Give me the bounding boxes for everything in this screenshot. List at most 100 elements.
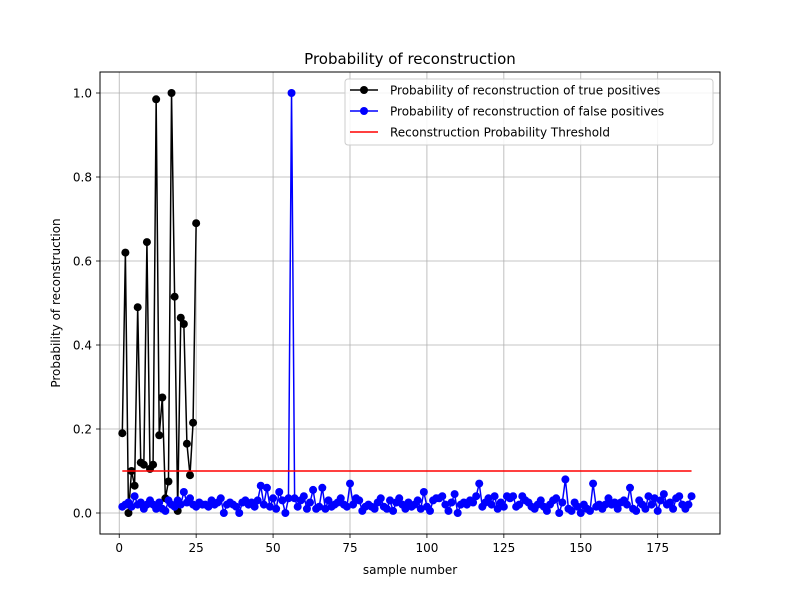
x-tick-label: 75 xyxy=(342,541,357,555)
y-axis-ticks: 0.0 0.2 0.4 0.6 0.8 1.0 xyxy=(73,87,100,521)
x-tick-label: 25 xyxy=(189,541,204,555)
data-point-1 xyxy=(509,492,518,501)
data-point-1 xyxy=(272,504,281,513)
data-point-1 xyxy=(576,509,585,517)
x-tick-label: 100 xyxy=(415,541,438,555)
x-tick-label: 150 xyxy=(569,541,592,555)
x-tick-label: 175 xyxy=(646,541,669,555)
data-point-1 xyxy=(349,500,358,509)
data-point-1 xyxy=(395,494,404,503)
data-point-1 xyxy=(666,498,674,507)
data-point-1 xyxy=(318,483,327,492)
data-point-1 xyxy=(650,494,659,503)
data-point-1 xyxy=(290,494,299,503)
data-point-1 xyxy=(542,506,551,515)
data-point-1 xyxy=(447,498,456,507)
data-point-1 xyxy=(315,502,324,511)
data-point-1 xyxy=(370,504,379,513)
data-point-1 xyxy=(376,494,385,503)
series-lines xyxy=(118,89,696,517)
data-point-1 xyxy=(536,496,545,505)
data-point-1 xyxy=(130,492,139,501)
data-point-1 xyxy=(136,498,145,507)
data-point-1 xyxy=(515,500,524,509)
data-point-0 xyxy=(139,460,148,469)
data-point-1 xyxy=(186,494,194,503)
data-point-1 xyxy=(342,502,351,511)
x-axis-label: sample number xyxy=(363,563,457,577)
data-point-1 xyxy=(355,496,364,505)
axes-frame xyxy=(99,71,721,535)
data-point-1 xyxy=(687,492,696,501)
data-point-1 xyxy=(176,500,185,509)
data-point-0 xyxy=(158,393,167,402)
data-point-1 xyxy=(287,89,296,97)
data-point-0 xyxy=(192,219,201,228)
data-point-0 xyxy=(130,481,139,490)
data-point-1 xyxy=(256,481,265,490)
y-tick-label: 1.0 xyxy=(73,87,92,101)
data-point-1 xyxy=(573,502,582,511)
data-point-1 xyxy=(426,506,434,515)
data-point-1 xyxy=(278,496,287,505)
data-point-1 xyxy=(613,504,622,513)
legend-label-false-positives: Probability of reconstruction of false p… xyxy=(390,105,664,119)
data-point-1 xyxy=(219,509,228,517)
data-point-1 xyxy=(170,502,179,511)
data-point-1 xyxy=(306,498,314,507)
data-point-1 xyxy=(622,500,631,509)
plot-area xyxy=(118,89,696,517)
data-point-1 xyxy=(346,479,354,488)
data-point-1 xyxy=(302,504,311,513)
data-point-1 xyxy=(293,502,302,511)
data-point-0 xyxy=(155,431,164,440)
data-point-1 xyxy=(253,496,262,505)
data-point-1 xyxy=(266,502,274,511)
data-point-0 xyxy=(121,248,130,257)
data-point-1 xyxy=(262,483,271,492)
data-point-1 xyxy=(179,488,188,496)
data-point-1 xyxy=(250,502,259,511)
data-point-0 xyxy=(186,471,194,480)
data-point-1 xyxy=(299,492,308,501)
data-point-1 xyxy=(484,494,493,503)
data-point-1 xyxy=(659,490,668,499)
data-point-0 xyxy=(133,303,142,312)
y-tick-label: 0.8 xyxy=(73,171,92,185)
data-point-1 xyxy=(555,509,564,517)
data-point-1 xyxy=(647,500,656,509)
data-point-1 xyxy=(324,496,333,505)
data-point-1 xyxy=(386,496,394,505)
data-point-0 xyxy=(182,439,191,448)
data-point-1 xyxy=(453,509,462,517)
data-point-1 xyxy=(204,502,213,511)
y-tick-label: 0.6 xyxy=(73,255,92,269)
legend-marker-false-positives xyxy=(360,107,368,115)
data-point-0 xyxy=(189,418,198,427)
data-point-1 xyxy=(589,479,598,488)
legend-box xyxy=(344,78,714,146)
data-point-1 xyxy=(490,492,499,501)
data-point-1 xyxy=(441,500,450,509)
data-point-1 xyxy=(493,504,502,513)
x-tick-label: 0 xyxy=(115,541,123,555)
data-point-1 xyxy=(259,500,268,509)
data-point-1 xyxy=(281,509,290,517)
legend-marker-true-positives xyxy=(360,86,368,94)
legend: Probability of reconstruction of true po… xyxy=(344,78,714,146)
data-point-0 xyxy=(149,460,158,469)
legend-label-threshold: Reconstruction Probability Threshold xyxy=(390,126,610,140)
data-point-1 xyxy=(653,506,662,515)
data-point-1 xyxy=(604,494,613,503)
data-point-0 xyxy=(164,477,173,486)
data-point-0 xyxy=(142,238,151,247)
data-point-1 xyxy=(216,494,225,503)
data-point-1 xyxy=(552,494,561,503)
data-point-1 xyxy=(469,498,478,507)
data-point-0 xyxy=(176,313,185,322)
data-point-1 xyxy=(152,504,161,513)
data-point-1 xyxy=(669,504,678,513)
data-point-0 xyxy=(124,509,133,517)
data-point-1 xyxy=(127,502,136,511)
